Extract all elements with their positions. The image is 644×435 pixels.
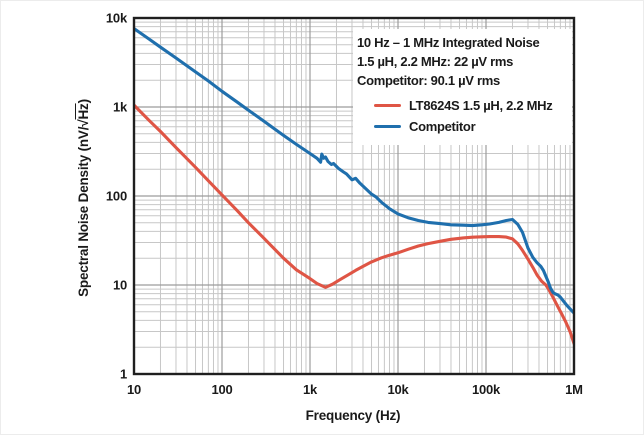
x-tick-label: 10 <box>127 382 141 397</box>
legend-label-competitor: Competitor <box>409 119 476 134</box>
legend-swatch-competitor-line <box>374 124 401 129</box>
series-line-competitor <box>135 27 573 315</box>
y-axis-title: Spectral Noise Density (nV/√Hz) <box>76 18 94 378</box>
y-axis-title-sqrt-hz: Hz <box>76 103 91 120</box>
legend: LT8624S 1.5 µH, 2.2 MHz Competitor <box>357 95 572 137</box>
x-axis-title: Frequency (Hz) <box>1 408 643 423</box>
annotation-line-competitor-rms: Competitor: 90.1 µV rms <box>357 73 500 88</box>
legend-item-lt8624s: LT8624S 1.5 µH, 2.2 MHz <box>357 95 572 116</box>
legend-item-competitor: Competitor <box>357 116 572 137</box>
y-tick-label: 1k <box>113 100 128 115</box>
x-tick-label: 100k <box>472 382 501 397</box>
series-line-lt8624s <box>135 103 573 345</box>
x-tick-label: 100 <box>211 382 232 397</box>
y-axis-title-suffix: ) <box>76 99 91 104</box>
annotation-line-lt8624s-rms: 1.5 µH, 2.2 MHz: 22 µV rms <box>357 54 514 69</box>
y-tick-labels: 10k 1k 100 10 1 <box>106 11 128 382</box>
annotation-line-integrated-noise: 10 Hz – 1 MHz Integrated Noise <box>357 35 540 50</box>
y-tick-label: 10 <box>113 278 127 293</box>
y-tick-label: 1 <box>120 367 127 382</box>
legend-swatch-lt8624s-line <box>374 103 401 108</box>
x-tick-label: 1k <box>303 382 318 397</box>
plot-frame <box>132 16 576 376</box>
annotation-box: 10 Hz – 1 MHz Integrated Noise 1.5 µH, 2… <box>353 29 572 145</box>
y-axis-title-prefix: Spectral Noise Density (nV/√ <box>76 119 91 297</box>
x-tick-label: 1M <box>565 382 583 397</box>
y-tick-label: 100 <box>106 189 127 204</box>
series-curves <box>135 27 573 345</box>
x-tick-label: 10k <box>387 382 409 397</box>
y-tick-label: 10k <box>106 11 128 26</box>
x-axis-title-text: Frequency (Hz) <box>305 408 401 423</box>
x-tick-labels: 10 100 1k 10k 100k 1M <box>127 382 583 397</box>
legend-label-lt8624s: LT8624S 1.5 µH, 2.2 MHz <box>409 98 553 113</box>
